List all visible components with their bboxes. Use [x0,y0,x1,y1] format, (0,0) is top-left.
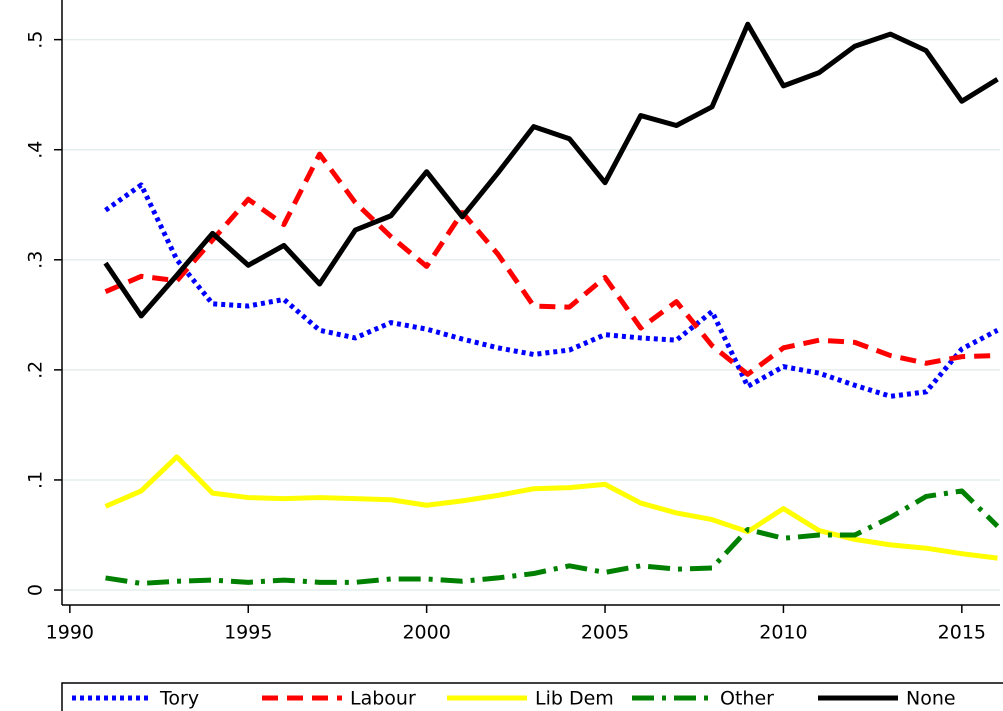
line-series [105,488,1000,586]
legend-label: Labour [350,688,416,710]
y-tick-label: .4 [25,141,47,159]
x-tick-label: 1990 [46,622,94,644]
y-tick-label: .1 [25,471,47,489]
y-tick-label: 0 [25,584,47,596]
x-tick-label: 2010 [759,622,807,644]
line-series [104,182,999,399]
legend-box [61,682,1003,711]
x-tick-label: 2000 [402,622,450,644]
line-series [104,151,998,377]
legend-label: Tory [159,688,199,710]
y-tick-label: .3 [25,251,47,269]
legend-label: Other [720,688,774,710]
legend-label: Lib Dem [535,688,614,710]
y-tick-label: .5 [25,31,47,49]
x-tick-label: 2015 [938,622,986,644]
x-tick-label: 1995 [224,622,272,644]
legend-label: None [906,688,956,710]
y-tick-label: .2 [25,361,47,379]
x-tick-label: 2005 [581,622,629,644]
line-series [104,454,998,561]
line-series [103,21,999,319]
